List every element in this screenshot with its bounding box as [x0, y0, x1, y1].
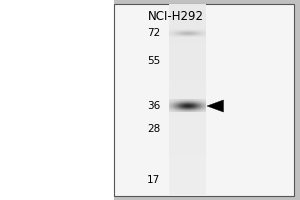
Bar [294, 0, 300, 200]
Text: 17: 17 [147, 175, 161, 185]
Bar [0, 0, 114, 200]
Text: 36: 36 [147, 101, 161, 111]
Text: NCI-H292: NCI-H292 [148, 10, 203, 23]
Bar [114, 4, 294, 196]
Polygon shape [207, 100, 224, 112]
Text: 72: 72 [147, 28, 161, 38]
Text: 28: 28 [147, 124, 161, 134]
Text: 55: 55 [147, 56, 161, 66]
